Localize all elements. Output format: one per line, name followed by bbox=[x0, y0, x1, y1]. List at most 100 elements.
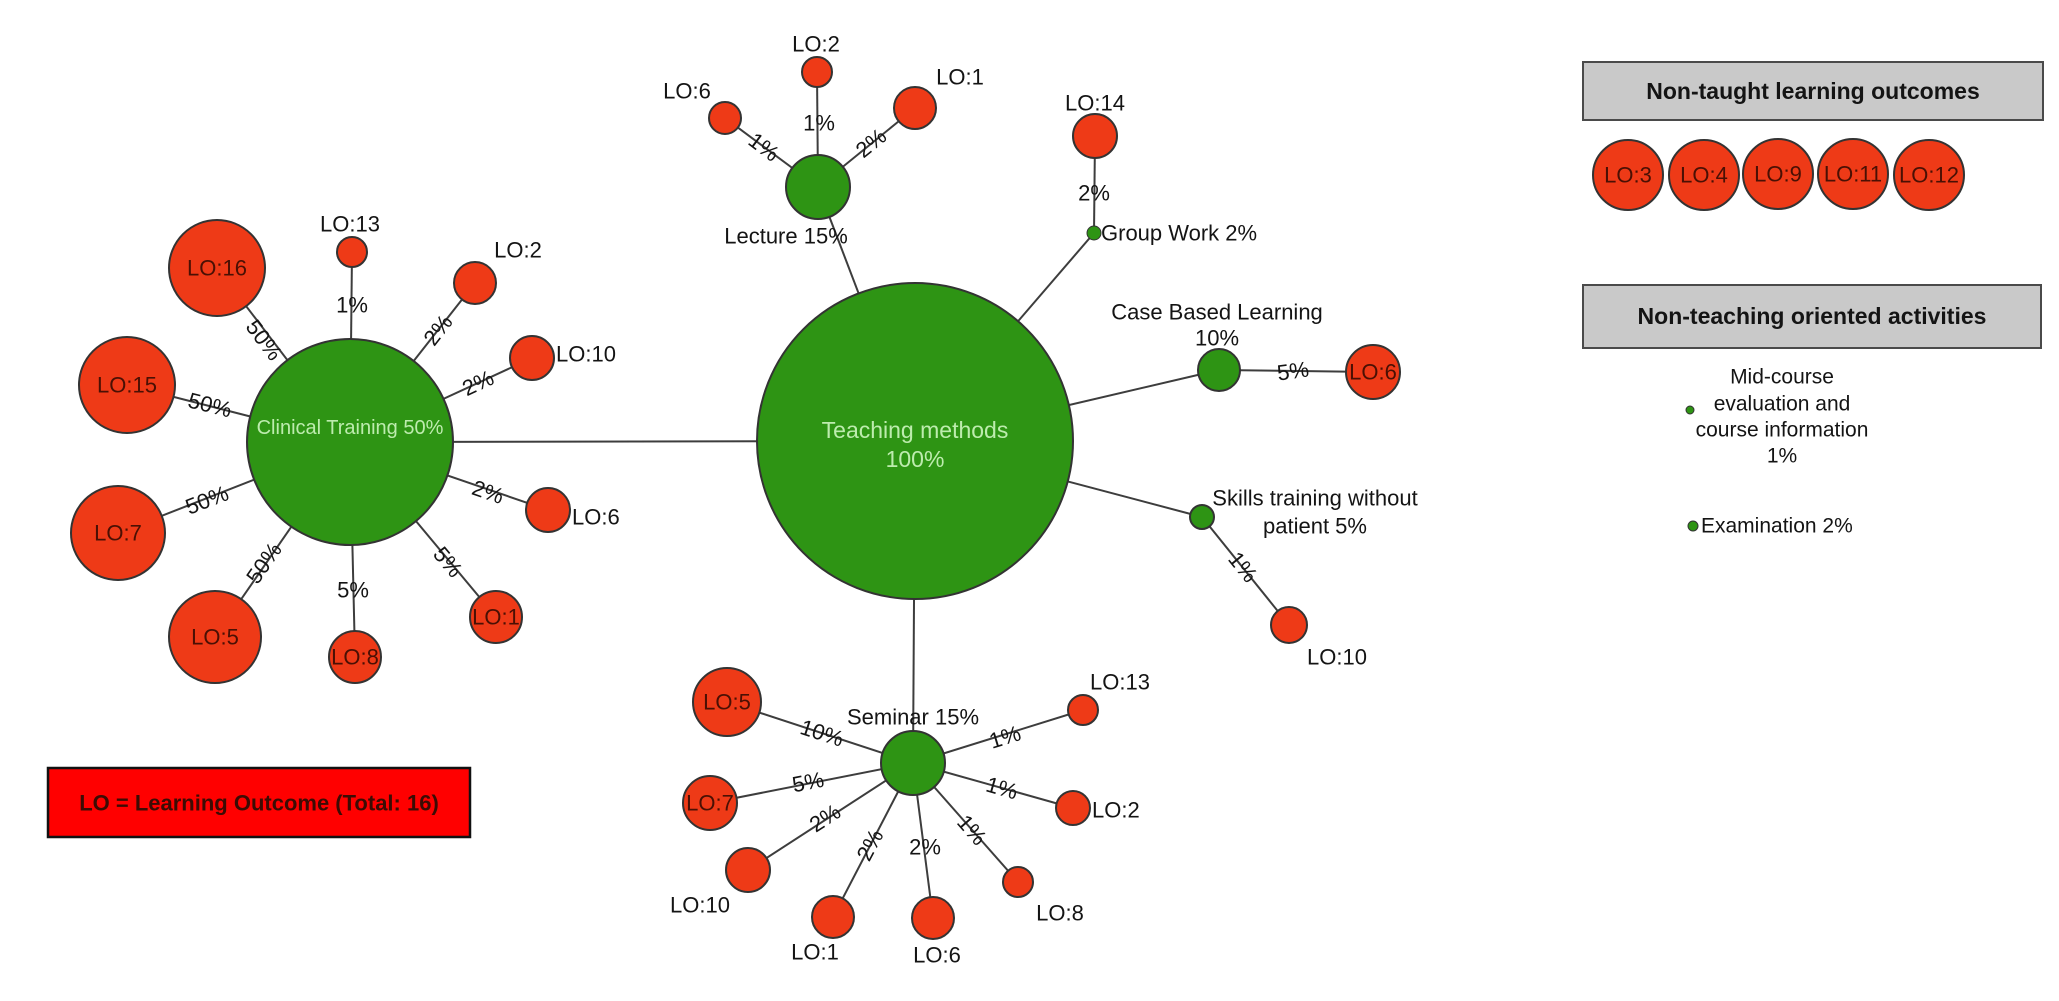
pct-label: 2% bbox=[458, 365, 497, 401]
pct-label: 2% bbox=[851, 123, 891, 162]
pct-label: 50% bbox=[182, 480, 232, 519]
midcourse-label-line4: 1% bbox=[1767, 445, 1797, 468]
clinical-label: Clinical Training 50% bbox=[257, 417, 444, 439]
pct-label: 2% bbox=[805, 799, 845, 837]
lo-node bbox=[1345, 344, 1401, 400]
lo-node bbox=[469, 590, 523, 644]
node-skills-training bbox=[1189, 504, 1215, 530]
lo-label: LO:1 bbox=[791, 940, 839, 965]
pct-label: 2% bbox=[1078, 181, 1110, 206]
node-clinical-training bbox=[246, 338, 454, 546]
pct-label: 50% bbox=[186, 388, 235, 423]
node-lecture bbox=[785, 154, 851, 220]
lo-label: LO:6 bbox=[572, 505, 620, 530]
lo-node bbox=[453, 261, 497, 305]
legend-non-teaching-title: Non-teaching oriented activities bbox=[1638, 303, 1987, 329]
node-examination bbox=[1687, 520, 1699, 532]
pct-label: 2% bbox=[418, 310, 457, 350]
lo-label: LO:6 bbox=[1349, 360, 1397, 385]
lo-label: LO:12 bbox=[1899, 163, 1959, 188]
node-group-work bbox=[1086, 225, 1102, 241]
pct-label: 1% bbox=[983, 772, 1020, 805]
node-case-based-learning bbox=[1197, 348, 1241, 392]
pct-label: 10% bbox=[797, 714, 847, 751]
lo-label: LO:13 bbox=[320, 212, 380, 237]
lo-label: LO:6 bbox=[913, 943, 961, 968]
lo-node bbox=[336, 236, 368, 268]
lo-label: LO:1 bbox=[936, 65, 984, 90]
lo-label: LO:15 bbox=[97, 373, 157, 398]
lo-node bbox=[893, 86, 937, 130]
lo-label: LO:10 bbox=[556, 342, 616, 367]
lo-label: LO:2 bbox=[1092, 798, 1140, 823]
lo-node bbox=[1817, 138, 1889, 210]
node-seminar bbox=[880, 730, 946, 796]
lo-nodes bbox=[70, 56, 1401, 940]
lo-label: LO:14 bbox=[1065, 91, 1125, 116]
method-nodes bbox=[246, 154, 1241, 796]
examination-label: Examination 2% bbox=[1701, 515, 1853, 538]
lo-node bbox=[1270, 606, 1308, 644]
pct-label: 5% bbox=[790, 767, 826, 798]
lo-label: LO:7 bbox=[94, 521, 142, 546]
lo-node bbox=[692, 667, 762, 737]
pct-label: 2% bbox=[469, 475, 507, 509]
seminar-label: Seminar 15% bbox=[847, 705, 979, 730]
lo-label: LO:10 bbox=[1307, 645, 1367, 670]
hub-label-line1: Teaching methods bbox=[822, 417, 1009, 443]
lo-node bbox=[725, 847, 771, 893]
pct-label: 50% bbox=[241, 538, 287, 588]
lo-node bbox=[1668, 139, 1740, 211]
pct-label: 1% bbox=[1223, 547, 1262, 587]
pct-label: 2% bbox=[851, 825, 888, 865]
pct-label: 2% bbox=[909, 835, 941, 860]
lo-label: LO:4 bbox=[1680, 163, 1728, 188]
skills-label-line1: Skills training without bbox=[1212, 486, 1417, 511]
lo-label: LO:11 bbox=[1824, 162, 1882, 187]
lo-node bbox=[70, 485, 166, 581]
pct-label: 1% bbox=[986, 720, 1024, 753]
lo-node bbox=[811, 895, 855, 939]
lo-node bbox=[328, 630, 382, 684]
lo-node bbox=[525, 487, 571, 533]
lo-node bbox=[1002, 866, 1034, 898]
lo-label: LO:5 bbox=[191, 625, 239, 650]
lo-label: LO:8 bbox=[331, 645, 379, 670]
note-text: LO = Learning Outcome (Total: 16) bbox=[79, 791, 439, 816]
lo-node bbox=[708, 101, 742, 135]
pct-label: 1% bbox=[336, 293, 368, 318]
lo-node bbox=[168, 590, 262, 684]
lo-label: LO:2 bbox=[494, 238, 542, 263]
case-label-line2: 10% bbox=[1195, 326, 1239, 351]
node-midcourse-evaluation bbox=[1685, 405, 1695, 415]
legend-non-taught: Non-taught learning outcomes LO:3 LO:4 L… bbox=[1582, 61, 2044, 211]
node-teaching-methods bbox=[756, 282, 1074, 600]
lo-node bbox=[1072, 113, 1118, 159]
note-box: LO = Learning Outcome (Total: 16) bbox=[46, 766, 472, 839]
lo-label: LO:16 bbox=[187, 256, 247, 281]
lo-node bbox=[911, 896, 955, 940]
midcourse-label-line3: course information bbox=[1696, 419, 1869, 442]
skills-label-line2: patient 5% bbox=[1263, 514, 1367, 539]
lo-node bbox=[1893, 139, 1965, 211]
pct-label: 50% bbox=[241, 315, 287, 365]
lo-node bbox=[1067, 694, 1099, 726]
lo-label: LO:8 bbox=[1036, 901, 1084, 926]
midcourse-label-line1: Mid-course bbox=[1730, 366, 1834, 389]
lo-label: LO:7 bbox=[686, 791, 734, 816]
lo-node bbox=[168, 219, 266, 317]
pct-label: 1% bbox=[744, 127, 784, 166]
legend-non-taught-title: Non-taught learning outcomes bbox=[1646, 78, 1980, 104]
lo-label: LO:2 bbox=[792, 32, 840, 57]
pct-label: 1% bbox=[803, 111, 835, 136]
legend-non-taught-header bbox=[1582, 61, 2044, 121]
lo-node bbox=[78, 336, 176, 434]
lo-label: LO:13 bbox=[1090, 670, 1150, 695]
lo-node bbox=[682, 775, 738, 831]
hub-label-line2: 100% bbox=[886, 446, 945, 472]
pct-label: 5% bbox=[337, 578, 369, 603]
groupwork-label: Group Work 2% bbox=[1101, 221, 1257, 246]
lo-node bbox=[801, 56, 833, 88]
legend-non-teaching-header bbox=[1582, 284, 2042, 349]
